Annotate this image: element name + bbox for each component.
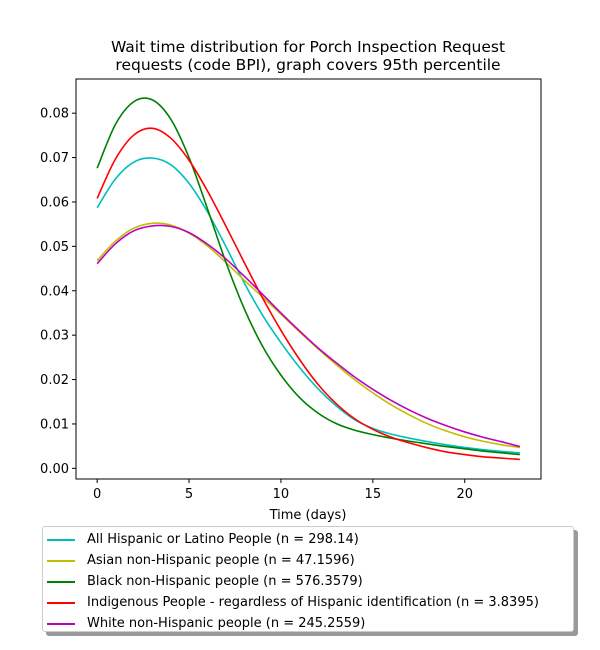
- legend-label: All Hispanic or Latino People (n = 298.1…: [87, 532, 359, 547]
- legend-item: Asian non-Hispanic people (n = 47.1596): [43, 550, 573, 571]
- chart-title-line: Wait time distribution for Porch Inspect…: [111, 38, 505, 56]
- x-tick-label: 15: [365, 487, 382, 502]
- series-line-1: [96, 222, 520, 449]
- legend-label: Black non-Hispanic people (n = 576.3579): [87, 574, 363, 589]
- legend-item: White non-Hispanic people (n = 245.2559): [43, 613, 573, 634]
- series-line-2: [96, 97, 520, 456]
- series-lines: [96, 97, 521, 461]
- legend-swatch: [47, 559, 75, 562]
- legend-label: Asian non-Hispanic people (n = 47.1596): [87, 553, 355, 568]
- chart-title-line: requests (code BPI), graph covers 95th p…: [115, 56, 500, 74]
- y-tick-label: 0.06: [40, 195, 69, 210]
- y-tick-label: 0.05: [40, 240, 69, 255]
- series-line-0: [96, 157, 520, 454]
- legend-swatch: [47, 622, 75, 625]
- y-tick-label: 0.04: [40, 284, 69, 299]
- series-line-3: [96, 127, 520, 461]
- x-axis-label: Time (days): [269, 508, 347, 523]
- chart-title: Wait time distribution for Porch Inspect…: [111, 38, 505, 74]
- legend-swatch: [47, 580, 75, 583]
- y-tick-label: 0.00: [40, 462, 69, 477]
- x-tick-label: 10: [273, 487, 290, 502]
- y-tick-label: 0.07: [40, 151, 69, 166]
- legend: All Hispanic or Latino People (n = 298.1…: [42, 526, 574, 632]
- legend-label: White non-Hispanic people (n = 245.2559): [87, 616, 366, 631]
- series-line-4: [96, 224, 521, 448]
- x-tick-label: 20: [456, 487, 473, 502]
- x-tick-label: 0: [93, 487, 101, 502]
- x-tick-label: 5: [185, 487, 193, 502]
- legend-item: All Hispanic or Latino People (n = 298.1…: [43, 529, 573, 550]
- legend-item: Black non-Hispanic people (n = 576.3579): [43, 571, 573, 592]
- x-axis-ticks: 0 5 10 15 20: [93, 479, 473, 502]
- plot-area: [75, 78, 542, 480]
- legend-item: Indigenous People - regardless of Hispan…: [43, 592, 573, 613]
- y-axis-ticks: 0.00 0.01 0.02 0.03 0.04 0.05 0.06 0.07 0.08: [40, 107, 76, 477]
- y-tick-label: 0.02: [40, 373, 69, 388]
- y-tick-label: 0.01: [40, 417, 69, 432]
- legend-swatch: [47, 601, 75, 604]
- legend-swatch: [47, 538, 75, 541]
- legend-label: Indigenous People - regardless of Hispan…: [87, 595, 539, 610]
- y-tick-label: 0.03: [40, 329, 69, 344]
- y-tick-label: 0.08: [40, 107, 69, 122]
